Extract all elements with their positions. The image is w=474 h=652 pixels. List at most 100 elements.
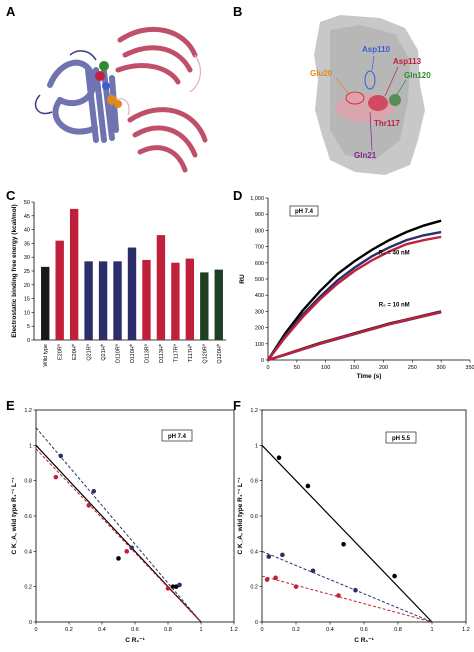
f-data-point — [353, 587, 358, 593]
e-data-point — [177, 582, 182, 588]
c-y-tick-label: 30 — [24, 255, 30, 261]
residue-label-gln21: Gln21 — [354, 151, 377, 160]
e-y-tick-label: 0.2 — [24, 585, 32, 591]
c-bar — [55, 240, 64, 340]
e-data-point — [116, 556, 121, 561]
d-y-tick-label: 0 — [261, 358, 264, 364]
residue-label-glu20: Glu20 — [310, 69, 333, 78]
e-data-point — [53, 474, 59, 480]
e-x-tick-label: 0.2 — [65, 627, 73, 633]
e-fit-line — [35, 444, 202, 623]
c-bar — [171, 262, 180, 340]
e-x-tick-label: 0.4 — [98, 627, 106, 633]
c-y-tick-label: 15 — [24, 297, 30, 303]
d-x-tick-label: 200 — [379, 365, 388, 371]
d-x-tick-label: 350 — [465, 365, 474, 371]
c-bar — [200, 272, 209, 340]
f-y-tick-label: 0.2 — [250, 585, 258, 591]
e-data-point — [170, 584, 176, 589]
c-category-label: T117Ra — [171, 343, 180, 362]
panel-letter-f: F — [233, 398, 241, 413]
f-data-point — [266, 554, 272, 559]
e-y-tick-label: 1.2 — [24, 408, 32, 414]
c-bar — [214, 269, 223, 340]
d-series-line — [267, 310, 442, 362]
f-plot-frame — [261, 409, 467, 623]
chart-scatchard-ph55: 0 0.2 0.4 0.6 0.8 1 1.2 0 0.2 0.4 0.6 0.8 1 1.2 pH 5.5… — [237, 408, 470, 644]
c-category-label: E20Ra — [55, 343, 64, 360]
d-x-tick-label: 100 — [321, 365, 330, 371]
e-plot-frame — [35, 409, 235, 623]
d-x-tick-label: 300 — [437, 365, 446, 371]
e-y-tick-label: 0.6 — [24, 514, 32, 520]
e-y-axis-title: C K_A, wild type R₁⁻¹ L⁻¹ — [11, 477, 18, 554]
f-y-tick-label: 0.6 — [250, 514, 258, 520]
e-x-tick-label: 0.6 — [131, 627, 139, 633]
d-x-tick-label: 0 — [266, 365, 269, 371]
d-x-axis-title: Time (s) — [357, 373, 382, 380]
e-x-tick-label: 0 — [34, 627, 37, 633]
e-y-tick-label: 0 — [29, 620, 32, 626]
c-category-label: Q21Ra — [84, 343, 93, 360]
f-data-point — [341, 541, 346, 547]
c-y-tick-label: 0 — [27, 338, 30, 344]
d-series-line — [267, 235, 442, 361]
d-y-tick-label: 800 — [255, 228, 264, 234]
c-bar — [69, 208, 79, 340]
d-y-tick-label: 400 — [255, 293, 264, 299]
e-data-point — [165, 586, 171, 591]
panel-letter-b: B — [233, 4, 243, 19]
f-data-point — [310, 568, 316, 574]
c-category-label: Wild type — [43, 344, 49, 367]
c-category-label: Q120Hb — [214, 343, 223, 363]
d-y-tick-label: 100 — [255, 342, 264, 348]
e-x-axis-title: C R₁⁻¹ — [125, 637, 144, 644]
f-x-tick-label: 0 — [260, 627, 263, 633]
c-bar — [156, 235, 166, 340]
d-x-tick-label: 150 — [350, 365, 359, 371]
c-category-label: Q21Hb — [99, 343, 108, 360]
chart-binding-kinetics: 0 100 200 300 400 500 600 700 800 900 1,000 0 50 100 1… — [239, 196, 474, 380]
f-data-point — [392, 573, 397, 579]
c-bar — [142, 259, 151, 340]
f-fit-line — [261, 444, 433, 623]
c-y-tick-label: 25 — [24, 269, 30, 275]
e-fit-line — [35, 427, 202, 623]
f-x-tick-label: 1.2 — [462, 627, 470, 633]
d-x-tick-label: 50 — [294, 365, 300, 371]
d-series-line — [266, 219, 442, 361]
c-bar — [98, 261, 108, 340]
f-data-point — [264, 577, 270, 582]
c-bar — [84, 261, 93, 340]
e-data-point — [129, 545, 134, 551]
protein-ribbon-structure — [34, 26, 208, 173]
d-curve-label-40nm: R₀ = 40 nM — [379, 251, 410, 257]
e-data-point — [91, 488, 97, 494]
residue-label-thr117: Thr117 — [374, 119, 400, 128]
f-fit-line — [261, 575, 433, 623]
e-y-tick-label: 1 — [29, 443, 32, 449]
f-y-tick-label: 0.8 — [250, 479, 258, 485]
c-category-label: D110Ra — [113, 343, 122, 363]
c-y-tick-label: 40 — [24, 228, 30, 234]
f-y-tick-label: 1 — [255, 443, 258, 449]
d-annotation-box — [289, 205, 319, 217]
residue-label-gln120: Gln120 — [404, 71, 431, 80]
c-bar — [185, 258, 195, 340]
e-y-tick-label: 0.4 — [24, 549, 32, 555]
d-y-tick-label: 700 — [255, 245, 264, 251]
e-data-point — [124, 549, 130, 554]
e-annotation: pH 7.4 — [168, 434, 187, 440]
f-annotation: pH 5.5 — [392, 436, 411, 442]
e-x-tick-label: 1.2 — [230, 627, 238, 633]
d-y-tick-label: 200 — [255, 326, 264, 332]
panel-letter-c: C — [6, 188, 16, 203]
f-x-tick-label: 0.6 — [360, 627, 368, 633]
protein-surface-structure — [314, 15, 425, 175]
f-x-tick-label: 0.4 — [326, 627, 334, 633]
c-category-label: D113Hb — [156, 343, 165, 363]
f-x-tick-label: 0.8 — [394, 627, 402, 633]
d-y-tick-label: 300 — [255, 309, 264, 315]
f-x-axis-title: C R₁⁻¹ — [354, 637, 373, 644]
